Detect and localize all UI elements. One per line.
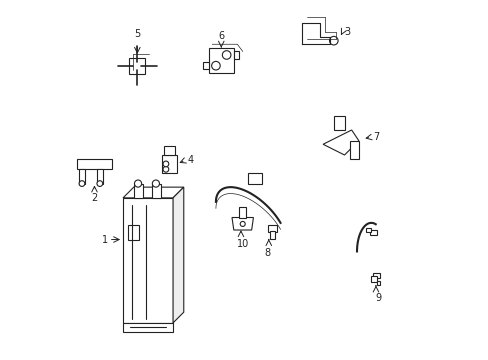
Polygon shape (323, 130, 358, 155)
Circle shape (79, 181, 84, 186)
Bar (77, 158, 112, 169)
Text: 4: 4 (187, 156, 193, 165)
Circle shape (222, 51, 230, 59)
Circle shape (240, 221, 244, 226)
Text: 2: 2 (91, 193, 98, 203)
Circle shape (97, 181, 102, 186)
Bar (376, 281, 380, 285)
Circle shape (134, 180, 142, 187)
Bar (269, 231, 274, 239)
Bar (123, 198, 173, 323)
Circle shape (152, 180, 159, 187)
Bar (208, 48, 233, 73)
Bar (233, 51, 239, 59)
Bar (369, 230, 376, 235)
Bar (267, 225, 276, 232)
Text: 6: 6 (218, 31, 224, 41)
Text: 8: 8 (264, 248, 270, 258)
Bar (365, 228, 370, 232)
Bar (129, 58, 145, 73)
Bar (247, 173, 262, 184)
Bar (370, 276, 376, 282)
Circle shape (163, 166, 168, 172)
Text: 3: 3 (344, 27, 350, 37)
Bar (349, 141, 358, 158)
Bar (128, 225, 139, 239)
Circle shape (329, 36, 337, 45)
Polygon shape (231, 217, 253, 230)
Bar (97, 169, 102, 184)
Bar (134, 184, 142, 198)
Polygon shape (173, 187, 183, 323)
Polygon shape (123, 323, 173, 332)
Bar (164, 146, 175, 155)
Text: 10: 10 (236, 239, 248, 249)
Bar (151, 184, 160, 198)
Circle shape (211, 62, 220, 70)
Circle shape (163, 161, 168, 167)
Bar (203, 62, 208, 69)
Text: 7: 7 (372, 132, 379, 142)
Text: 9: 9 (375, 293, 381, 302)
Bar (79, 169, 84, 184)
Bar (333, 116, 344, 130)
Text: 5: 5 (134, 29, 140, 39)
Bar (239, 207, 246, 217)
Polygon shape (123, 187, 183, 198)
Text: 1: 1 (102, 234, 108, 244)
Bar (372, 273, 380, 278)
Bar (162, 155, 176, 173)
